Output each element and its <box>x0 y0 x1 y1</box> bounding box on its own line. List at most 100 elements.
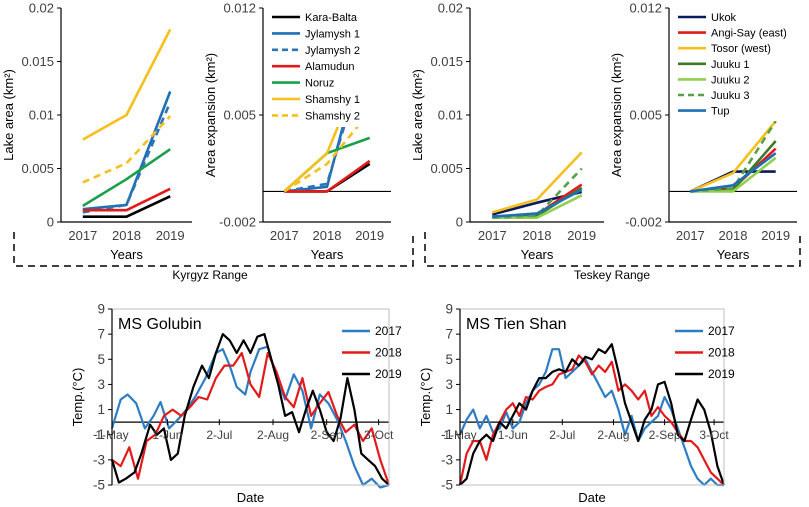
golubin-temperature-x-axis-title: Date <box>237 490 264 505</box>
kyrgyz-group-box <box>13 232 414 267</box>
kyrgyz-area-expansion-ytick-label: 0.005 <box>223 108 256 123</box>
teskey-area-expansion-chart: -0.002 0.005 0.012 2017 2018 2019 Years Area ex… <box>609 1 797 262</box>
tienshan-temperature-ytick-label: 1 <box>445 402 453 417</box>
tienshan-temperature-legend: 2017 2018 2019 <box>675 324 735 381</box>
kyrgyz-area-expansion-ytick-label: -0.002 <box>219 215 256 230</box>
kyrgyz-lake-area-chart: 0 0.005 0.01 0.015 0.02 2017 2018 2019 Years Lake… <box>1 1 192 262</box>
kyrgyz-area-expansion-y-axis-title: Area expansion (km²) <box>203 53 218 177</box>
teskey-lake-area-xtick-label: 2018 <box>523 228 552 243</box>
kyrgyz-area-expansion-x-axis-title: Years <box>311 247 344 262</box>
kyrgyz-lake-area-xtick-label: 2019 <box>156 228 185 243</box>
teskey-area-expansion-legend-label-angi-say-east: Angi-Say (east) <box>711 28 787 40</box>
tienshan-temperature-series-2018 <box>458 354 725 486</box>
teskey-area-expansion-legend-label-ukok: Ukok <box>711 12 737 24</box>
golubin-temperature-legend: 2017 2018 2019 <box>342 324 402 381</box>
kyrgyz-area-expansion-series-alamudun <box>284 159 371 193</box>
teskey-area-expansion-ytick-label: 0.005 <box>629 108 662 123</box>
kyrgyz-lake-area-ytick-label: 0.015 <box>21 54 54 69</box>
kyrgyz-area-expansion-series-jylamysh-2 <box>284 41 371 193</box>
golubin-temperature-xtick-label: 1-Jun <box>152 428 182 442</box>
teskey-lake-area-ytick-label: 0.015 <box>430 54 463 69</box>
kyrgyz-area-expansion-legend-label-shamshy-2: Shamshy 2 <box>305 110 360 122</box>
teskey-area-expansion-series-tup <box>690 152 777 193</box>
teskey-area-expansion-legend-label-juuku-2: Juuku 2 <box>711 74 750 86</box>
golubin-temperature-xtick-label: 2-Jul <box>206 428 232 442</box>
teskey-area-expansion-legend-label-juuku-3: Juuku 3 <box>711 90 750 102</box>
golubin-temperature-series-2019 <box>110 333 390 486</box>
kyrgyz-lake-area-ytick-label: 0.01 <box>29 108 54 123</box>
kyrgyz-area-expansion-chart: -0.002 0.005 0.012 2017 2018 2019 Years Area ex… <box>203 1 391 262</box>
tienshan-temperature-xtick-label: 1-Jun <box>498 428 528 442</box>
teskey-lake-area-ytick-label: 0 <box>456 215 463 230</box>
kyrgyz-lake-area-series-kara-balta <box>82 195 171 218</box>
group-label-kyrgyz: Kyrgyz Range <box>172 268 248 282</box>
golubin-temperature-ytick-label: -1 <box>93 427 105 442</box>
kyrgyz-area-expansion-xtick-label: 2017 <box>270 228 299 243</box>
tienshan-temperature-ytick-label: 5 <box>445 352 453 367</box>
tienshan-temperature-legend-label-2017: 2017 <box>708 324 735 338</box>
golubin-temperature-chart: -5 -3 -1 1 3 5 7 9 1-May 1-Jun 2-Jul 2-Aug 2-Sep 3-Oc… <box>70 302 402 506</box>
kyrgyz-area-expansion-xtick-label: 2019 <box>355 228 384 243</box>
teskey-area-expansion-xtick-label: 2018 <box>719 228 748 243</box>
tienshan-temperature-legend-label-2018: 2018 <box>708 346 735 360</box>
golubin-temperature-ytick-label: 3 <box>97 377 105 392</box>
golubin-temperature-xtick-label: 2-Sep <box>311 428 343 442</box>
tienshan-temperature-series-2017 <box>458 348 724 487</box>
teskey-area-expansion-series-tosor-west <box>689 120 777 193</box>
golubin-temperature-ytick-label: -3 <box>93 452 105 467</box>
tienshan-temperature-xtick-label: 3-Oct <box>699 428 729 442</box>
golubin-temperature-y-axis-title: Temp.(°C) <box>70 368 85 427</box>
kyrgyz-area-expansion-legend-label-kara-balta: Kara-Balta <box>305 12 358 24</box>
teskey-area-expansion-legend-label-tosor-west: Tosor (west) <box>711 43 771 55</box>
golubin-temperature-series-2018 <box>111 351 391 486</box>
golubin-temperature-legend-label-2017: 2017 <box>375 324 402 338</box>
kyrgyz-area-expansion-legend-label-alamudun: Alamudun <box>305 61 355 73</box>
tienshan-temperature-xtick-label: 2-Jul <box>549 428 575 442</box>
golubin-temperature-legend-label-2018: 2018 <box>375 346 402 360</box>
kyrgyz-area-expansion-legend-label-noruz: Noruz <box>305 78 334 90</box>
teskey-lake-area-chart: 0 0.005 0.01 0.015 0.02 2017 2018 2019 Years Lake… <box>410 1 604 262</box>
teskey-lake-area-xtick-label: 2017 <box>478 228 507 243</box>
tienshan-temperature-ytick-label: 7 <box>445 327 453 342</box>
tienshan-temperature-ytick-label: -1 <box>441 427 453 442</box>
kyrgyz-area-expansion-legend-label-jylamysh-1: Jylamysh 1 <box>305 28 360 40</box>
golubin-temperature-xtick-label: 3-Oct <box>364 428 394 442</box>
golubin-temperature-ytick-label: 9 <box>97 302 105 317</box>
golubin-temperature-ytick-label: 7 <box>97 327 105 342</box>
tienshan-temperature-ytick-label: 3 <box>445 377 453 392</box>
teskey-area-expansion-ytick-label: -0.002 <box>625 215 662 230</box>
golubin-temperature-ytick-label: 5 <box>97 352 105 367</box>
kyrgyz-lake-area-series-shamshy-2 <box>82 115 172 184</box>
teskey-lake-area-ytick-label: 0.005 <box>430 161 463 176</box>
teskey-lake-area-series-tup <box>492 188 583 218</box>
teskey-lake-area-x-axis-title: Years <box>521 247 554 262</box>
kyrgyz-lake-area-xtick-label: 2018 <box>112 228 141 243</box>
tienshan-temperature-plot-frame <box>459 308 725 486</box>
group-label-teskey: Teskey Range <box>574 268 650 282</box>
tienshan-temperature-title: MS Tien Shan <box>466 316 567 333</box>
golubin-temperature-xtick-label: 2-Aug <box>257 428 289 442</box>
kyrgyz-area-expansion-legend-label-shamshy-1: Shamshy 1 <box>305 94 360 106</box>
kyrgyz-lake-area-series-alamudun <box>82 187 171 212</box>
golubin-temperature-ytick-label: -5 <box>93 478 105 493</box>
tienshan-temperature-series-2019 <box>459 343 726 486</box>
golubin-temperature-series-2017 <box>110 345 390 489</box>
tienshan-temperature-ytick-label: -3 <box>441 452 453 467</box>
tienshan-temperature-xtick-label: 2-Sep <box>649 428 681 442</box>
kyrgyz-area-expansion-legend-label-jylamysh-2: Jylamysh 2 <box>305 45 360 57</box>
golubin-temperature-title: MS Golubin <box>118 316 202 333</box>
tienshan-temperature-x-axis-title: Date <box>578 490 605 505</box>
teskey-lake-area-ytick-label: 0.02 <box>438 1 463 16</box>
teskey-area-expansion-x-axis-title: Years <box>717 247 750 262</box>
kyrgyz-area-expansion-legend-bg <box>269 9 377 127</box>
teskey-lake-area-ytick-label: 0.01 <box>438 108 463 123</box>
teskey-area-expansion-y-axis-title: Area expansion (km²) <box>609 53 624 177</box>
tienshan-temperature-xtick-label: 2-Aug <box>597 428 629 442</box>
kyrgyz-lake-area-x-axis-title: Years <box>110 247 143 262</box>
teskey-lake-area-xtick-label: 2019 <box>567 228 596 243</box>
teskey-area-expansion-legend-label-juuku-1: Juuku 1 <box>711 59 750 71</box>
teskey-area-expansion-ytick-label: 0.012 <box>629 1 662 16</box>
kyrgyz-lake-area-ytick-label: 0 <box>47 215 54 230</box>
